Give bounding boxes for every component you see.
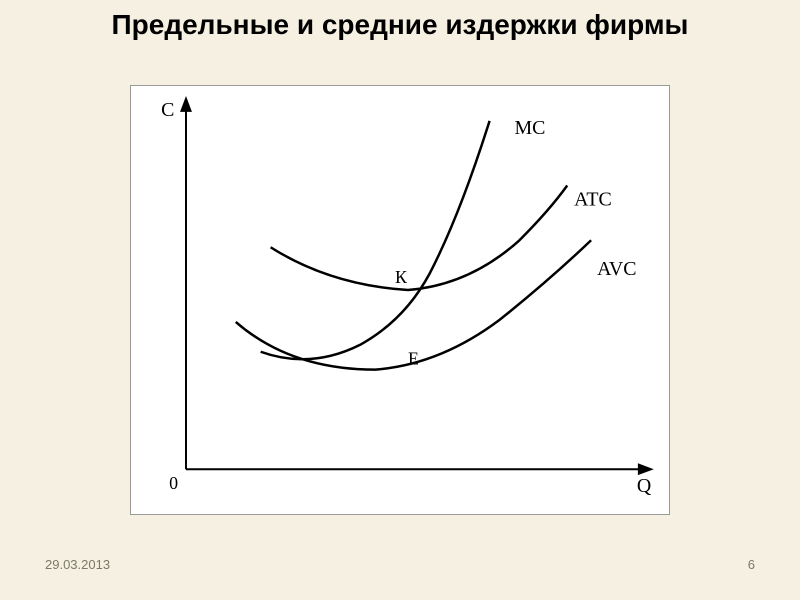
- y-axis-label: С: [161, 99, 174, 121]
- point-k-label: К: [395, 267, 407, 287]
- y-axis-arrow: [180, 96, 192, 112]
- atc-curve: [271, 186, 568, 291]
- mc-curve: [261, 121, 490, 359]
- cost-curves-chart: С Q 0 AVC ATC MC К E: [130, 85, 670, 515]
- chart-svg: С Q 0 AVC ATC MC К E: [131, 86, 669, 514]
- x-axis-label: Q: [637, 475, 652, 497]
- x-axis-arrow: [638, 463, 654, 475]
- atc-label: ATC: [574, 188, 612, 210]
- avc-label: AVC: [597, 258, 636, 280]
- footer-date: 29.03.2013: [45, 557, 110, 572]
- point-e-label: E: [408, 349, 419, 369]
- mc-label: MC: [514, 117, 545, 139]
- footer-page-number: 6: [748, 557, 755, 572]
- origin-label: 0: [169, 473, 178, 493]
- slide-title: Предельные и средние издержки фирмы: [0, 0, 800, 42]
